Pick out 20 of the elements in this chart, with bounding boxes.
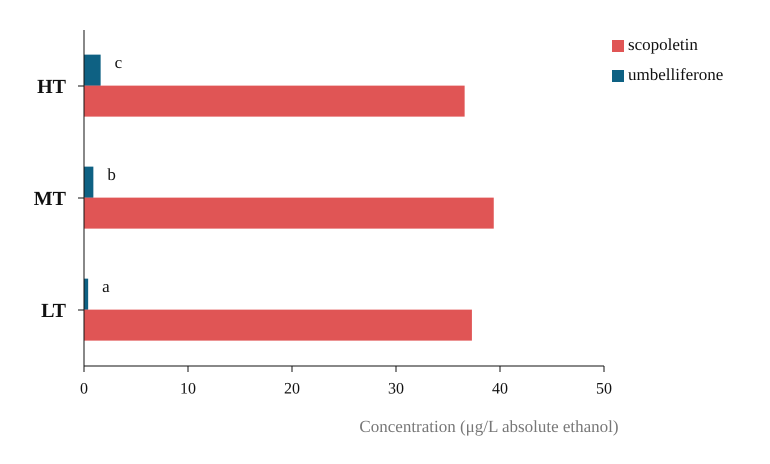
annotation: a <box>102 277 110 296</box>
x-tick-label: 40 <box>492 380 508 398</box>
y-tick-label: HT <box>37 76 67 98</box>
x-tick-label: 0 <box>80 380 88 398</box>
bar <box>84 166 94 198</box>
bar <box>84 86 465 117</box>
x-tick-label: 50 <box>596 380 612 398</box>
legend-label: scopoletin <box>628 35 698 54</box>
x-tick-label: 30 <box>388 380 404 398</box>
bar <box>84 54 101 86</box>
x-tick-label: 20 <box>284 380 300 398</box>
bar <box>84 310 472 341</box>
x-tick-label: 10 <box>180 380 196 398</box>
legend-label: umbelliferone <box>628 65 724 84</box>
annotation: c <box>114 53 123 72</box>
y-tick-label: MT <box>34 188 67 210</box>
x-axis-title: Concentration (μg/L absolute ethanol) <box>359 417 619 436</box>
y-tick-label: LT <box>41 300 67 322</box>
annotation: b <box>107 165 116 184</box>
bar <box>84 198 494 229</box>
